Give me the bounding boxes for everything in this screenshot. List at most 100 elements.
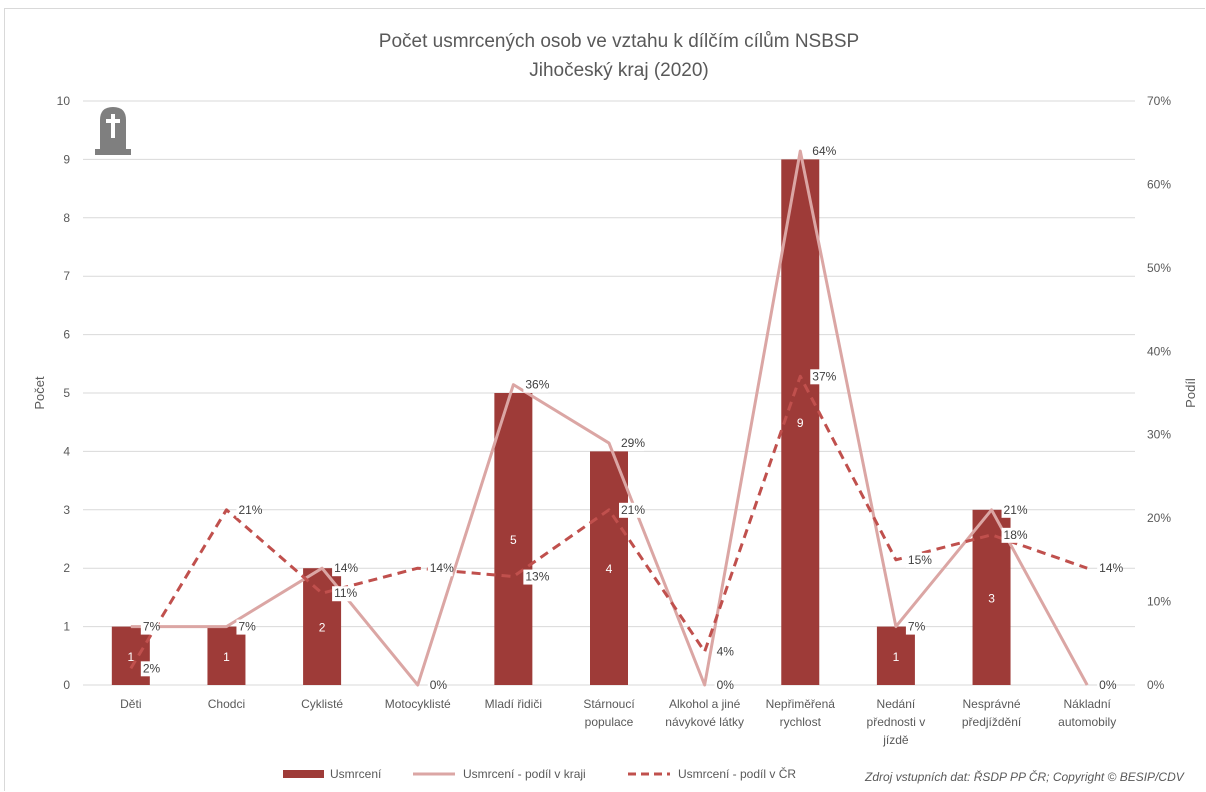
line-podil-v-cr — [129, 374, 1088, 670]
label-podil-v-cr-box — [1097, 561, 1123, 577]
gravestone-icon — [95, 107, 131, 155]
label-podil-v-kraji: 0% — [430, 678, 448, 692]
legend-item-usmrceni: Usmrcení — [283, 767, 382, 781]
label-podil-v-kraji: 7% — [143, 620, 161, 634]
y-tick-label: 3 — [63, 503, 70, 517]
line-series — [129, 149, 1089, 687]
y2-tick-label: 40% — [1147, 344, 1171, 358]
bar — [207, 626, 246, 685]
y2-tick-label: 10% — [1147, 595, 1171, 609]
label-podil-v-kraji: 7% — [238, 620, 256, 634]
x-category-label: Děti — [120, 697, 141, 711]
x-category-label: Nepřiměřená rychlost — [766, 697, 836, 729]
legend-label-podil-v-kraji: Usmrcení - podíl v kraji — [463, 767, 586, 781]
y2-axis-label: Podíl — [1183, 378, 1198, 408]
y-tick-label: 9 — [63, 152, 70, 166]
label-podil-v-kraji: 36% — [525, 378, 549, 392]
bar-value-label: 1 — [893, 650, 900, 664]
y2-tick-label: 60% — [1147, 177, 1171, 191]
label-podil-v-cr-box — [619, 502, 644, 518]
bar-value-label: 1 — [223, 650, 230, 664]
label-podil-v-kraji: 29% — [621, 436, 645, 450]
label-podil-v-cr-box — [714, 644, 733, 660]
legend-label-usmrceni: Usmrcení — [330, 767, 382, 781]
source-note: Zdroj vstupních dat: ŘSDP PP ČR; Copyrig… — [865, 770, 1184, 784]
x-category-label: Stárnoucí populace — [583, 697, 635, 729]
x-category-label: Mladí řidiči — [485, 697, 542, 711]
label-podil-v-kraji: 21% — [1004, 503, 1028, 517]
label-podil-v-cr: 21% — [238, 503, 262, 517]
label-podil-v-cr: 14% — [1099, 561, 1123, 575]
label-podil-v-cr-box — [1001, 527, 1027, 543]
label-podil-v-cr-box — [523, 569, 549, 585]
y-tick-label: 2 — [63, 561, 70, 575]
bar-value-label: 5 — [510, 533, 517, 547]
x-category-label: Chodci — [208, 697, 245, 711]
bar-value-label: 1 — [127, 650, 134, 664]
label-podil-v-cr-box — [332, 586, 358, 602]
label-podil-v-kraji: 7% — [908, 620, 926, 634]
label-podil-v-kraji: 0% — [717, 678, 735, 692]
y-tick-label: 10 — [57, 94, 71, 108]
y-tick-label: 0 — [63, 678, 70, 692]
label-podil-v-kraji-box — [236, 619, 255, 635]
legend-item-podil-v-cr: Usmrcení - podíl v ČR — [628, 766, 796, 781]
label-podil-v-kraji-box — [810, 144, 836, 160]
bar-value-label: 3 — [988, 591, 995, 605]
label-podil-v-kraji-box — [905, 619, 924, 635]
y-tick-label: 5 — [63, 386, 70, 400]
x-category-label: Nákladní automobily — [1058, 697, 1116, 729]
x-category-label: Alkohol a jiné návykové látky — [665, 697, 744, 729]
label-podil-v-kraji-box — [714, 678, 733, 693]
label-podil-v-cr: 18% — [1004, 528, 1028, 542]
label-podil-v-cr: 37% — [812, 369, 836, 383]
label-podil-v-cr: 13% — [525, 570, 549, 584]
x-category-label: Nesprávné předjíždění — [962, 697, 1022, 729]
legend: Usmrcení Usmrcení - podíl v kraji Usmrce… — [283, 766, 796, 781]
y-tick-label: 4 — [63, 444, 70, 458]
x-category-label: Motocyklisté — [385, 697, 451, 711]
y-tick-label: 8 — [63, 211, 70, 225]
legend-label-podil-v-cr: Usmrcení - podíl v ČR — [678, 766, 796, 781]
bar-value-label: 2 — [319, 621, 326, 635]
label-podil-v-cr-box — [140, 661, 159, 677]
label-podil-v-kraji-box — [1001, 502, 1027, 518]
label-podil-v-kraji-box — [427, 678, 446, 693]
label-podil-v-cr-box — [810, 369, 836, 385]
label-podil-v-kraji: 64% — [812, 144, 836, 158]
y-axis-ticks: 0 1 2 3 4 5 6 7 8 9 10 — [57, 94, 71, 692]
x-axis-categories: Děti Chodci Cyklisté Motocyklisté Mladí řidi… — [120, 697, 1116, 747]
legend-item-podil-v-kraji: Usmrcení - podíl v kraji — [413, 767, 586, 781]
label-podil-v-cr: 11% — [334, 586, 357, 600]
bar — [876, 626, 915, 685]
chart-frame — [4, 8, 1205, 791]
line-podil-v-kraji — [130, 149, 1089, 687]
bar — [494, 393, 533, 685]
label-podil-v-kraji: 14% — [334, 561, 358, 575]
y-axis-label: Počet — [32, 376, 47, 410]
y2-tick-label: 50% — [1147, 261, 1171, 275]
label-podil-v-cr-box — [427, 561, 453, 577]
y2-tick-label: 70% — [1147, 94, 1171, 108]
label-podil-v-kraji-box — [523, 377, 549, 393]
y-tick-label: 6 — [63, 328, 70, 342]
y2-tick-label: 30% — [1147, 428, 1171, 442]
label-podil-v-cr-box — [905, 552, 931, 568]
bar-series — [111, 159, 1011, 685]
label-podil-v-cr: 2% — [143, 661, 161, 675]
chart-title: Počet usmrcených osob ve vztahu k dílčím… — [379, 31, 859, 52]
label-podil-v-kraji: 0% — [1099, 678, 1117, 692]
label-podil-v-kraji-box — [332, 561, 358, 577]
label-podil-v-cr: 4% — [717, 645, 735, 659]
label-podil-v-cr: 15% — [908, 553, 932, 567]
chart-subtitle: Jihočeský kraj (2020) — [529, 60, 709, 81]
label-podil-v-cr-box — [236, 502, 262, 518]
y-tick-label: 1 — [63, 620, 70, 634]
label-podil-v-kraji-box — [140, 619, 159, 635]
y2-tick-label: 20% — [1147, 511, 1171, 525]
x-category-label: Nedání přednosti v jízdě — [867, 697, 926, 747]
bar — [781, 159, 820, 685]
label-podil-v-kraji-box — [619, 436, 644, 452]
